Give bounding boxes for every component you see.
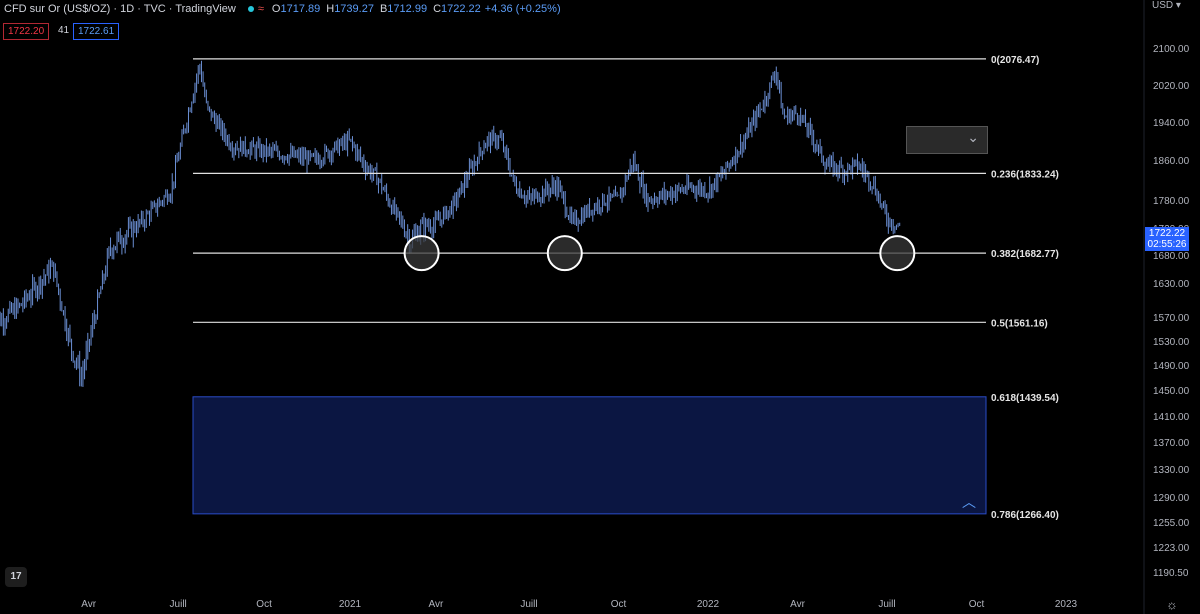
y-tick-label: 2020.00 bbox=[1153, 81, 1190, 92]
last-price: 1722.22 bbox=[1148, 228, 1186, 239]
y-tick-label: 1410.00 bbox=[1153, 412, 1190, 423]
highlight-circle bbox=[879, 235, 916, 272]
x-tick-label: Avr bbox=[81, 599, 96, 610]
x-tick-label: Juill bbox=[170, 599, 187, 610]
x-tick-label: 2022 bbox=[697, 599, 720, 610]
high-label: H bbox=[326, 3, 335, 15]
y-tick-label: 2100.00 bbox=[1153, 44, 1190, 55]
x-tick-label: 2021 bbox=[339, 599, 362, 610]
spread-value: 41 bbox=[58, 25, 70, 36]
y-tick-label: 1330.00 bbox=[1153, 465, 1190, 476]
tradingview-logo[interactable]: 17 bbox=[5, 567, 27, 587]
fib-label-0-786: 0.786(1266.40) bbox=[991, 510, 1059, 521]
y-tick-label: 1190.50 bbox=[1153, 568, 1189, 579]
y-tick-label: 1680.00 bbox=[1153, 251, 1190, 262]
sell-button[interactable]: 1722.20 bbox=[3, 23, 50, 40]
x-tick-label: Avr bbox=[790, 599, 805, 610]
buy-button[interactable]: 1722.61 bbox=[73, 23, 120, 40]
low-label: B bbox=[379, 3, 388, 15]
high-value: 1739.27 bbox=[334, 3, 374, 15]
target-zone bbox=[192, 396, 987, 515]
close-value: 1722.22 bbox=[441, 3, 481, 15]
fib-label-0-5: 0.5(1561.16) bbox=[991, 318, 1048, 329]
open-value: 1717.89 bbox=[280, 3, 321, 15]
fib-label-0-382: 0.382(1682.77) bbox=[991, 249, 1059, 260]
y-tick-label: 1255.00 bbox=[1153, 518, 1190, 529]
fib-label-0: 0(2076.47) bbox=[991, 55, 1039, 66]
highlight-circle bbox=[546, 235, 583, 272]
highlight-circle bbox=[403, 235, 440, 272]
change-value: +4.36 (+0.25%) bbox=[484, 3, 561, 15]
fib-label-0-236: 0.236(1833.24) bbox=[991, 169, 1059, 180]
market-status-icon bbox=[247, 6, 254, 12]
y-tick-label: 1780.00 bbox=[1153, 196, 1190, 207]
currency-selector[interactable]: USD ▾ bbox=[1152, 0, 1181, 11]
bar-countdown: 02:55:26 bbox=[1147, 239, 1187, 250]
chevron-down-icon: ⌄ bbox=[967, 129, 979, 145]
chart-header: CFD sur Or (US$/OZ) · 1D · TVC · Trading… bbox=[4, 3, 561, 15]
y-tick-label: 1860.00 bbox=[1153, 156, 1190, 167]
x-tick-label: Oct bbox=[969, 599, 985, 610]
x-tick-label: 2023 bbox=[1055, 599, 1078, 610]
y-tick-label: 1940.00 bbox=[1153, 118, 1190, 129]
chevron-up-icon[interactable]: ︿ bbox=[962, 494, 976, 510]
open-label: O bbox=[271, 3, 281, 15]
x-tick-label: Oct bbox=[611, 599, 627, 610]
currency-label: USD bbox=[1152, 0, 1174, 11]
y-tick-label: 1290.00 bbox=[1153, 493, 1190, 504]
settings-gear-icon[interactable]: ☼ bbox=[1166, 597, 1178, 612]
y-tick-label: 1223.00 bbox=[1153, 543, 1190, 554]
x-tick-label: Oct bbox=[256, 599, 272, 610]
close-label: C bbox=[433, 3, 442, 15]
y-tick-label: 1450.00 bbox=[1153, 386, 1190, 397]
low-value: 1712.99 bbox=[387, 3, 428, 15]
y-tick-label: 1630.00 bbox=[1153, 279, 1190, 290]
x-tick-label: Avr bbox=[429, 599, 444, 610]
fib-label-0-618: 0.618(1439.54) bbox=[991, 393, 1059, 404]
symbol-title[interactable]: CFD sur Or (US$/OZ) · 1D · TVC · Trading… bbox=[4, 3, 236, 15]
y-tick-label: 1490.00 bbox=[1153, 361, 1190, 372]
y-tick-label: 1370.00 bbox=[1153, 438, 1190, 449]
x-tick-label: Juill bbox=[520, 599, 537, 610]
last-price-tag: 1722.22 02:55:26 bbox=[1145, 227, 1189, 251]
y-tick-label: 1570.00 bbox=[1153, 313, 1190, 324]
x-tick-label: Juill bbox=[878, 599, 895, 610]
y-tick-label: 1530.00 bbox=[1153, 337, 1190, 348]
wave-icon: ≈ bbox=[257, 3, 264, 15]
drawing-dropdown[interactable]: ⌄ bbox=[906, 126, 988, 154]
